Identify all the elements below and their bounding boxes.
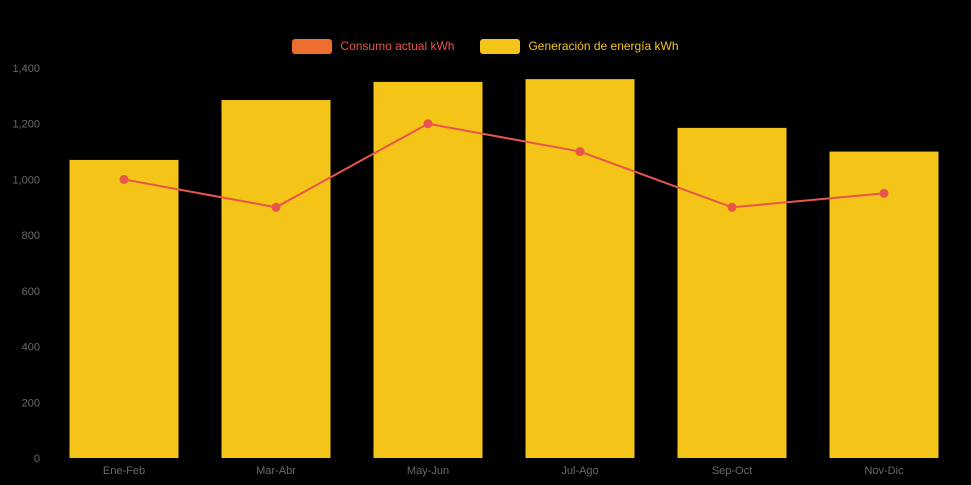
consumo-point-Mar-Abr[interactable] bbox=[271, 202, 281, 212]
generacion-bar-May-Jun[interactable] bbox=[373, 81, 483, 458]
x-axis-category-label: Ene-Feb bbox=[103, 465, 145, 477]
consumo-point-May-Jun[interactable] bbox=[423, 119, 433, 129]
y-axis-tick-label: 1,200 bbox=[12, 119, 40, 131]
consumo-point-Jul-Ago[interactable] bbox=[575, 147, 585, 157]
generacion-bar-Jul-Ago[interactable] bbox=[525, 79, 635, 459]
legend-label-consumo: Consumo actual kWh bbox=[340, 39, 455, 53]
generacion-bar-Ene-Feb[interactable] bbox=[69, 159, 179, 458]
x-axis-category-label: Sep-Oct bbox=[712, 465, 752, 477]
consumo-point-Ene-Feb[interactable] bbox=[119, 174, 129, 184]
x-axis-category-label: Mar-Abr bbox=[256, 465, 296, 477]
y-axis-tick-label: 200 bbox=[22, 397, 40, 409]
y-axis-tick-label: 600 bbox=[22, 286, 40, 298]
consumo-point-Sep-Oct[interactable] bbox=[727, 202, 737, 212]
legend-label-generacion: Generación de energía kWh bbox=[528, 39, 679, 53]
consumo-point-Nov-Dic[interactable] bbox=[879, 188, 889, 198]
legend-item-consumo[interactable]: Consumo actual kWh bbox=[292, 39, 454, 54]
generacion-bar-Nov-Dic[interactable] bbox=[829, 151, 939, 459]
consumo-line bbox=[123, 122, 885, 209]
generacion-bar-Sep-Oct[interactable] bbox=[677, 127, 787, 459]
x-axis-category-label: Nov-Dic bbox=[864, 465, 904, 477]
y-axis-tick-label: 0 bbox=[34, 453, 40, 465]
x-axis-category-label: May-Jun bbox=[407, 465, 449, 477]
y-axis-tick-label: 800 bbox=[22, 230, 40, 242]
generacion-bar-Mar-Abr[interactable] bbox=[221, 100, 331, 459]
y-axis-tick-label: 400 bbox=[22, 342, 40, 354]
y-axis-tick-label: 1,400 bbox=[12, 63, 40, 75]
legend-swatch-generacion-icon bbox=[480, 39, 521, 54]
legend-swatch-consumo-icon bbox=[292, 39, 333, 54]
x-axis-category-label: Jul-Ago bbox=[561, 465, 598, 477]
chart-legend: Consumo actual kWh Generación de energía… bbox=[0, 39, 971, 54]
legend-item-generacion[interactable]: Generación de energía kWh bbox=[480, 39, 679, 54]
y-axis-tick-label: 1,000 bbox=[12, 174, 40, 186]
